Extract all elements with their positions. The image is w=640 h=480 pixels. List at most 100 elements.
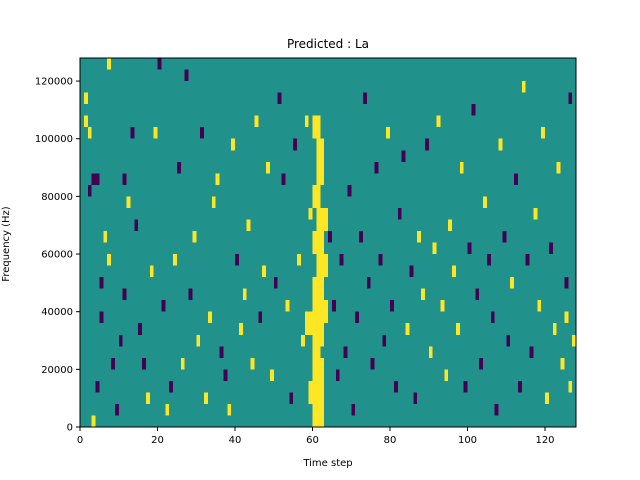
heatmap-cell	[103, 230, 108, 243]
heatmap-cell	[107, 58, 112, 70]
heatmap-cell	[452, 265, 456, 278]
heatmap-cell	[145, 392, 150, 404]
heatmap-cell	[211, 196, 216, 208]
heatmap-cell	[568, 92, 573, 105]
heatmap-cell	[269, 369, 274, 381]
heatmap-band-cell	[316, 207, 329, 231]
heatmap-cell	[180, 357, 185, 370]
heatmap-cell	[308, 207, 313, 220]
heatmap-cell	[455, 323, 460, 335]
heatmap-cell	[545, 392, 549, 404]
heatmap-cell	[285, 300, 290, 312]
x-tick-label: 40	[229, 435, 242, 446]
heatmap-cell	[304, 115, 309, 128]
heatmap-cell	[405, 323, 410, 335]
heatmap-cell	[370, 357, 375, 370]
heatmap-cell	[83, 92, 88, 105]
x-tick-label: 60	[306, 435, 319, 446]
heatmap-band-cell	[316, 161, 325, 185]
heatmap-band-cell	[316, 138, 325, 162]
y-tick-label: 20000	[41, 365, 73, 376]
heatmap-cell	[262, 265, 267, 278]
heatmap-cell	[556, 161, 561, 174]
heatmap-cell	[95, 380, 100, 393]
heatmap-cell	[490, 311, 495, 324]
heatmap-cell	[118, 334, 123, 347]
heatmap-cell	[200, 127, 205, 139]
heatmap-cell	[91, 173, 96, 185]
y-tick-label: 100000	[35, 134, 73, 145]
heatmap-cell	[378, 254, 383, 266]
heatmap-band-cell	[312, 230, 325, 255]
chart-title: Predicted : La	[287, 37, 369, 51]
x-tick-label: 0	[77, 435, 83, 446]
heatmap-cell	[173, 254, 177, 266]
heatmap-band-cell	[316, 323, 325, 347]
heatmap-cell	[409, 265, 414, 278]
heatmap-cell	[475, 288, 480, 301]
heatmap-cell	[238, 323, 243, 335]
heatmap-cell	[207, 311, 212, 324]
heatmap-cell	[289, 392, 294, 404]
heatmap-cell	[533, 207, 538, 220]
x-tick-label: 120	[535, 435, 554, 446]
heatmap-cell	[235, 254, 239, 266]
heatmap-cell	[397, 207, 402, 220]
heatmap-cell	[258, 311, 263, 324]
heatmap-cell	[374, 161, 379, 174]
x-axis: 0 20 40 60 80 100 120	[77, 427, 555, 446]
heatmap-cell	[99, 277, 104, 289]
y-tick-label: 80000	[41, 192, 73, 203]
heatmap-cell	[339, 254, 344, 266]
heatmap-cell	[351, 403, 356, 416]
heatmap-cell	[463, 380, 468, 393]
heatmap-cell	[87, 127, 92, 139]
heatmap-cell	[122, 288, 127, 301]
heatmap-cell	[343, 346, 348, 358]
heatmap-cell	[142, 357, 146, 370]
heatmap-cell	[161, 300, 166, 312]
x-tick-label: 20	[151, 435, 164, 446]
heatmap-cell	[107, 254, 112, 266]
heatmap-cell	[432, 242, 437, 255]
heatmap-cell	[506, 334, 511, 347]
y-axis: 0 20000 40000 60000 80000 100000 120000	[35, 77, 80, 434]
heatmap-cell	[273, 277, 278, 289]
y-tick-label: 0	[67, 423, 73, 434]
heatmap-cell	[246, 219, 251, 231]
heatmap-cell	[471, 104, 476, 116]
heatmap-cell	[254, 115, 259, 128]
heatmap-band-cell	[316, 254, 329, 278]
heatmap-cell	[91, 415, 96, 427]
heatmap-cell	[359, 230, 363, 243]
heatmap-cell	[184, 69, 189, 82]
heatmap-cell	[196, 334, 201, 347]
heatmap-cell	[281, 173, 286, 185]
heatmap-cell	[355, 311, 360, 324]
heatmap-cell	[227, 403, 232, 416]
y-axis-label: Frequency (Hz)	[1, 206, 12, 282]
heatmap-cell	[448, 219, 453, 231]
heatmap-cell	[548, 242, 553, 255]
heatmap-cell	[552, 323, 557, 335]
heatmap-cell	[413, 392, 418, 404]
heatmap-cell	[401, 150, 406, 162]
heatmap-band-cell	[312, 184, 321, 208]
heatmap-cell	[483, 196, 487, 208]
y-tick-label: 120000	[35, 77, 73, 88]
x-axis-label: Time step	[302, 458, 352, 469]
heatmap-cell	[568, 380, 573, 393]
heatmap-cell	[564, 277, 569, 289]
heatmap-cell	[99, 311, 104, 324]
y-tick-label: 60000	[41, 250, 73, 261]
heatmap-cell	[219, 346, 224, 358]
heatmap-cell	[444, 369, 449, 381]
heatmap-cell	[176, 161, 181, 174]
heatmap-cell	[486, 254, 491, 266]
heatmap-band-cell	[312, 357, 325, 381]
heatmap-cell	[157, 58, 162, 70]
heatmap-cell	[335, 369, 340, 381]
heatmap-cell	[459, 161, 464, 174]
heatmap-cell	[436, 115, 441, 128]
plot-area	[80, 58, 577, 427]
